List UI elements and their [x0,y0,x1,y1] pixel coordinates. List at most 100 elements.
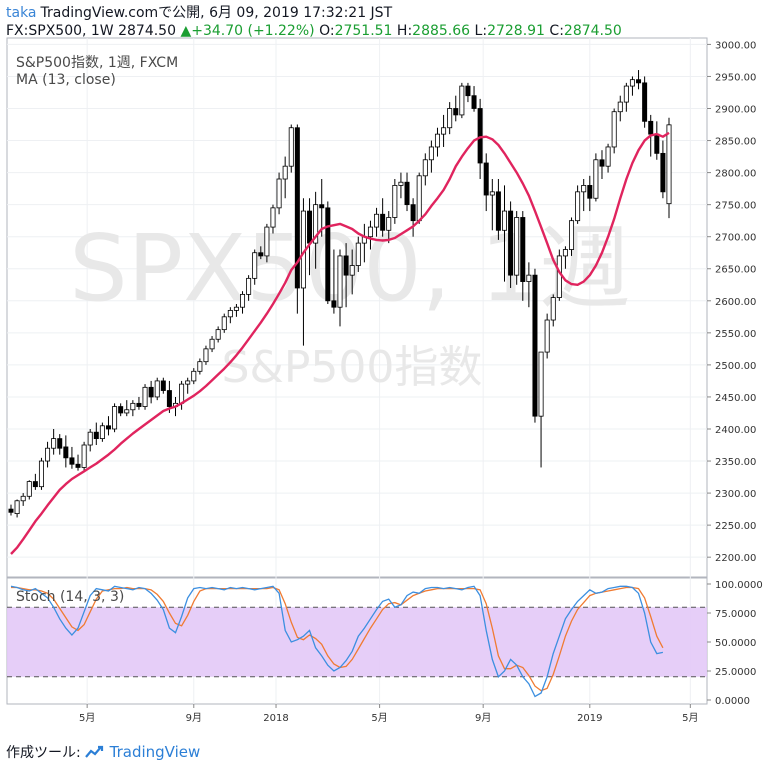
candle-body [233,306,239,311]
candle-body [264,226,270,257]
candle-body [660,152,666,193]
symbol-summary: FX:SPX500, 1W 2874.50 [6,23,176,39]
high-label: H: [396,23,413,39]
candle-body [93,431,99,440]
candle-body [307,210,313,244]
candle-body [45,447,51,462]
candle-body [489,191,495,196]
price-tick-label: 2300.00 [715,489,756,500]
legend-ma: MA (13, close) [16,72,116,88]
candle-body [209,338,215,350]
candle-body [282,165,288,180]
candle-body [575,191,581,222]
candle-body [386,217,392,231]
candle-body [453,108,459,116]
close-value: 2874.50 [563,23,622,39]
candle-body [215,329,221,340]
candle-body [337,255,343,308]
candle-body [75,463,81,468]
candle-body [99,425,105,440]
candle-body [392,185,398,218]
price-tick-label: 2850.00 [715,137,756,148]
candle-body [227,310,233,318]
candle-body [416,175,422,222]
candle-body [38,460,44,488]
low-value: 2728.91 [487,23,545,39]
candle-body [428,146,434,161]
candle-body [666,124,672,205]
price-tick-label: 2450.00 [715,393,756,404]
candle-body [477,108,483,164]
candle-body [459,85,465,116]
tradingview-logo-icon [85,745,109,761]
candle-body [197,361,203,372]
candle-body [148,386,154,398]
header-line-1: taka TradingView.comで公開, 6月 09, 2019 17:3… [6,4,622,22]
candle-body [270,207,276,228]
candle-body [410,204,416,222]
stoch-tick-label: 100.0000 [715,580,763,591]
candle-body [124,409,130,414]
candle-body [154,380,160,398]
watermark-sub: S&P500指数 [222,342,483,393]
candle-body [532,274,538,417]
candle-body [447,108,453,129]
price-tick-label: 2550.00 [715,329,756,340]
publish-info: TradingView.comで公開, 6月 09, 2019 17:32:21… [40,5,393,21]
candle-body [240,293,246,308]
candle-body [471,95,477,109]
candle-body [325,207,331,302]
candle-body [8,508,14,513]
candle-body [465,85,471,97]
candle-body [288,127,294,167]
candle-body [81,444,87,468]
time-tick-label: 9月 [475,712,491,724]
candle-body [294,127,300,289]
candle-body [380,213,386,231]
candle-body [51,438,57,449]
footer-brand[interactable]: TradingView [109,743,201,761]
candle-body [544,319,550,353]
candle-body [495,191,501,231]
candle-body [617,101,623,113]
price-tick-label: 2900.00 [715,105,756,116]
candle-body [355,242,361,266]
stoch-d-line [11,586,664,692]
candle-body [605,146,611,167]
candle-body [276,178,282,209]
candle-body [331,300,337,308]
candle-body [556,255,562,298]
time-tick-label: 2018 [263,713,288,724]
candle-body [118,406,124,414]
candle-body [203,348,209,363]
candle-body [501,210,507,231]
candle-body [398,181,404,186]
price-tick-label: 2250.00 [715,521,756,532]
candle-body [538,351,544,417]
candle-body [520,217,526,282]
time-tick-label: 5月 [371,712,387,724]
candle-body [136,402,142,407]
price-tick-label: 3000.00 [715,40,756,51]
candle-body [112,406,118,430]
price-chart[interactable]: SPX500, 1週 S&P500指数 3000.002950.002900.0… [0,0,772,740]
high-value: 2885.66 [412,23,471,39]
candle-body [166,390,172,407]
price-tick-label: 2200.00 [715,553,756,564]
price-tick-label: 2800.00 [715,169,756,180]
price-tick-label: 2400.00 [715,425,756,436]
candle-body [526,274,532,282]
chart-legend: S&P500指数, 1週, FXCM MA (13, close) [16,55,178,89]
publisher-username[interactable]: taka [6,5,37,21]
candle-body [32,481,38,488]
ma-13-line [10,131,670,555]
candle-body [26,481,32,497]
candle-body [69,457,75,465]
stoch-band [7,607,707,677]
time-tick-label: 9月 [186,712,202,724]
candle-body [179,383,185,404]
candle-body [20,495,26,502]
candle-body [252,252,258,279]
footer: 作成ツール: TradingView [6,742,200,762]
candle-body [404,181,410,206]
